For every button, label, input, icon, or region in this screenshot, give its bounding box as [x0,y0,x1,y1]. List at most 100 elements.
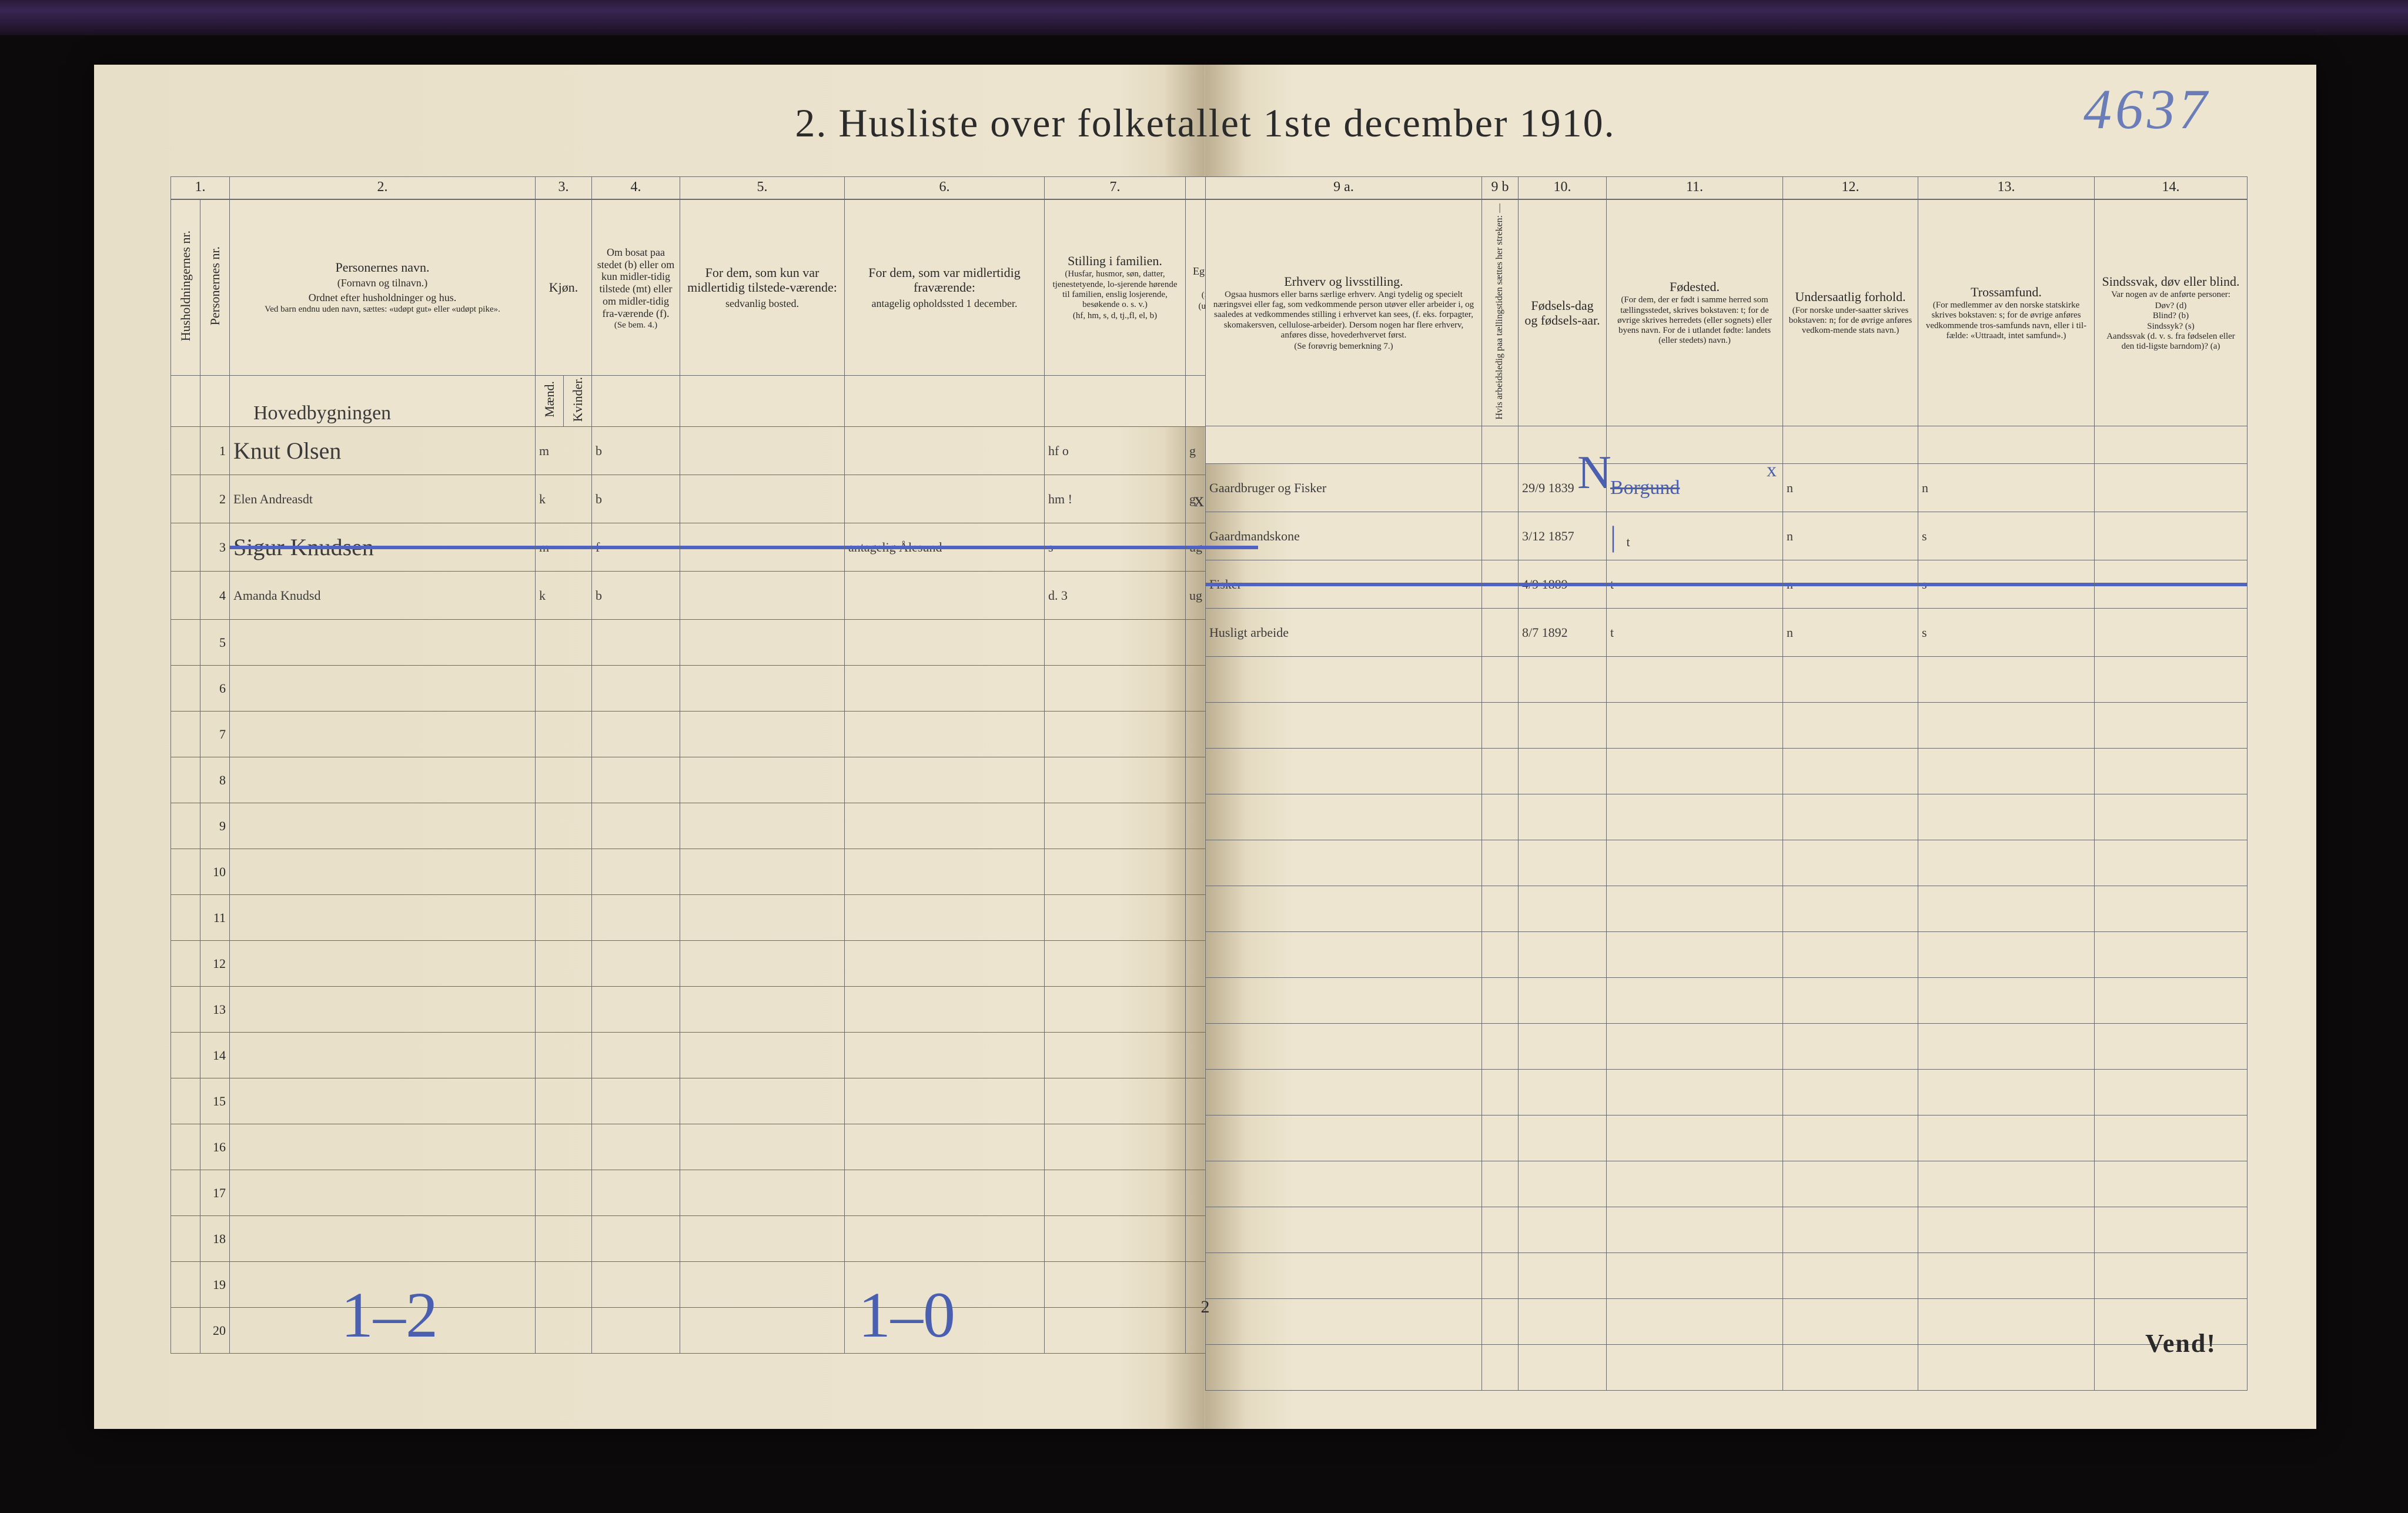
table-row [1206,932,2248,978]
table-row: 17 [171,1170,1259,1216]
col7-head: Stilling i familien. (Husfar, husmor, sø… [1045,199,1186,376]
table-row-struck: 3 Sigur Knudsen m f antagelig Ålesund s … [171,523,1259,572]
person-nr: 2 [200,475,230,523]
sub-blank-2 [200,376,230,427]
table-row: 20 [171,1308,1259,1354]
table-row: 15 [171,1078,1259,1124]
title-container: 2. Husliste over folketallet 1ste decemb… [94,65,2316,182]
census-table-right: 9 a. 9 b 10. 11. 12. 13. 14. Erhverv og … [1205,176,2248,1391]
table-row [1206,1345,2248,1391]
col3k-head: Kvinder. [564,376,592,427]
col3-head: Kjøn. [536,199,592,376]
col12-head: Undersaatlig forhold. (For norske under-… [1783,199,1918,426]
undersaat-cell: n [1783,464,1918,512]
table-row: 10 [171,849,1259,895]
col1b-head: Personernes nr. [200,199,230,376]
table-row [1206,794,2248,840]
sex-cell: m [536,427,592,475]
person-nr: 4 [200,572,230,620]
table-row: 5 [171,620,1259,666]
table-row [1206,840,2248,886]
famstill-cell: hf o [1045,427,1186,475]
sub-blank-6 [845,376,1045,427]
person-nr: 3 [200,523,230,572]
ledger-spread: 2. Husliste over folketallet 1ste decemb… [94,65,2316,1429]
col14-head: Sindssvak, døv eller blind. Var nogen av… [2095,199,2248,426]
col6-head: For dem, som var midlertidig fraværende:… [845,199,1045,376]
table-row: 9 [171,803,1259,849]
left-page: 1. 2. 3. 4. 5. 6. 7. 8. Husholdningernes… [94,65,1205,1429]
table-row-struck: Fisker 4/9 1889 t n s [1206,560,2248,609]
data-rows-left: 1 Hovedbygningen Knut Olsen m b hf o g [171,427,1259,1354]
table-row [1206,1024,2248,1070]
sub-blank-7 [1045,376,1186,427]
table-row: 1 Hovedbygningen Knut Olsen m b hf o g [171,427,1259,475]
household-header: Hovedbygningen [253,403,391,423]
table-row: 14 [171,1033,1259,1078]
table-row: 8 [171,757,1259,803]
table-row [1206,749,2248,794]
col9a-head: Erhverv og livsstilling. Ogsaa husmors e… [1206,199,1482,426]
printed-page-number: 2 [1201,1297,1210,1317]
table-row: 11 [171,895,1259,941]
table-row [1206,1115,2248,1161]
col6-cell [845,427,1045,475]
sub-blank-1 [171,376,200,427]
col13-head: Trossamfund. (For medlemmer av den norsk… [1918,199,2095,426]
table-row [1206,703,2248,749]
name-cell: Sigur Knudsen [230,523,536,572]
table-row [1206,978,2248,1024]
footer-tally-1: 1–2 [341,1278,438,1352]
col9b-head: Hvis arbeidsledig paa tællingstiden sætt… [1482,199,1519,426]
erhverv-cell: Gaardbruger og Fisker x [1206,464,1482,512]
col5-cell [680,427,845,475]
footer-tally-2: 1–0 [858,1278,955,1352]
table-row: 2 Elen Andreasdt k b hm ! g [171,475,1259,523]
table-row [1206,886,2248,932]
table-row: 6 [171,666,1259,712]
col4-head: Om bosat paa stedet (b) eller om kun mid… [592,199,680,376]
column-header-row: Erhverv og livsstilling. Ogsaa husmors e… [1206,199,2248,426]
fodested-cell: Borgund N x [1607,464,1783,512]
col3m-head: Mænd. [536,376,564,427]
table-row: Gaardbruger og Fisker x 29/9 1839 Borgun… [1206,464,2248,512]
table-row [1206,1253,2248,1299]
table-row [1206,1161,2248,1207]
table-row: 18 [171,1216,1259,1262]
right-page: 9 a. 9 b 10. 11. 12. 13. 14. Erhverv og … [1205,65,2316,1429]
hh-nr [171,427,200,475]
table-row [1206,1207,2248,1253]
table-row [1206,657,2248,703]
name-cell: Hovedbygningen Knut Olsen [230,427,536,475]
trossamfund-cell: n [1918,464,2095,512]
blue-mark-icon: N [1577,446,1611,500]
table-row: 13 [171,987,1259,1033]
table-row: Gaardmandskone 3/12 1857 | t n s [1206,512,2248,560]
col5-head: For dem, som kun var midlertidig tilsted… [680,199,845,376]
col1a-head: Husholdningernes nr. [171,199,200,376]
table-row: 12 [171,941,1259,987]
column-subheader-row [1206,426,2248,464]
film-strip [0,0,2408,35]
bosat-cell: b [592,427,680,475]
census-table-left: 1. 2. 3. 4. 5. 6. 7. 8. Husholdningernes… [170,176,1259,1354]
data-rows-right: Gaardbruger og Fisker x 29/9 1839 Borgun… [1206,464,2248,1391]
col10-head: Fødsels-dag og fødsels-aar. [1519,199,1607,426]
person-nr: 1 [200,427,230,475]
table-row: 7 [171,712,1259,757]
table-row [1206,1070,2248,1115]
column-header-row: Husholdningernes nr. Personernes nr. Per… [171,199,1259,376]
col2-head: Personernes navn. (Fornavn og tilnavn.) … [230,199,536,376]
table-row: 4 Amanda Knudsd k b d. 3 ug [171,572,1259,620]
page-title: 2. Husliste over folketallet 1ste decemb… [94,100,2316,146]
col11-head: Fødested. (For dem, der er født i samme … [1607,199,1783,426]
scan-background: 2. Husliste over folketallet 1ste decemb… [0,0,2408,1513]
vend-label: Vend! [2145,1328,2216,1358]
sub-blank-4 [592,376,680,427]
name-cell: Elen Andreasdt [230,475,536,523]
name-cell: Amanda Knudsd [230,572,536,620]
table-row: 16 [171,1124,1259,1170]
table-row: 19 [171,1262,1259,1308]
table-row: Husligt arbeide 8/7 1892 t n s [1206,609,2248,657]
table-row [1206,1299,2248,1345]
